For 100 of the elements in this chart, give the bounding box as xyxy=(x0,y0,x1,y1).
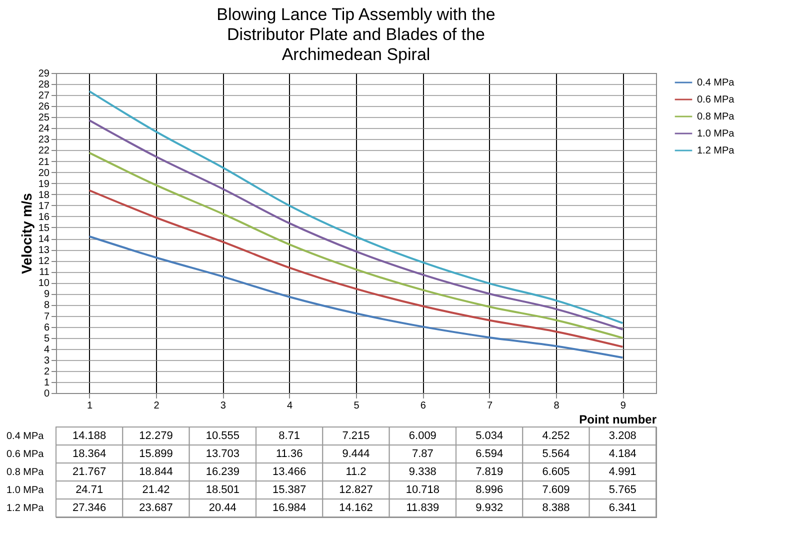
data-label: 6.594 xyxy=(476,448,504,460)
y-tick-label: 10 xyxy=(38,278,50,290)
x-tick-label: 4 xyxy=(287,400,294,412)
y-tick-label: 18 xyxy=(38,190,50,201)
y-tick-label: 0 xyxy=(44,388,50,400)
data-label: 11.839 xyxy=(406,502,440,514)
y-tick-label: 20 xyxy=(38,168,50,179)
text: 1.2 MPa xyxy=(6,503,44,514)
y-tick-label: 26 xyxy=(38,102,50,113)
y-tick-label: 24 xyxy=(38,124,50,135)
data-label: 5.564 xyxy=(542,448,570,460)
data-label: 4.991 xyxy=(608,466,636,478)
y-tick-label: 14 xyxy=(38,234,50,246)
y-tick-label: 6 xyxy=(44,322,50,334)
data-label: 4.184 xyxy=(608,448,636,460)
y-tick-label: 27 xyxy=(38,90,50,102)
data-label: 21.42 xyxy=(142,484,170,496)
y-tick-label: 3 xyxy=(44,355,50,366)
data-label: 3.208 xyxy=(608,430,636,442)
text: 0.4 MPa xyxy=(6,431,44,442)
x-tick-label: 1 xyxy=(87,400,94,412)
data-label: 16.239 xyxy=(206,466,240,478)
data-label: 12.827 xyxy=(339,484,373,496)
data-label: 18.501 xyxy=(206,484,240,496)
text: 0.8 MPa xyxy=(6,467,44,478)
legend-label: 1.2 MPa xyxy=(697,146,735,156)
data-label: 21.767 xyxy=(72,466,106,478)
legend-label: 0.4 MPa xyxy=(697,78,735,88)
legend-label: 0.6 MPa xyxy=(697,94,735,106)
y-tick-label: 16 xyxy=(38,212,50,223)
legend-label: 0.8 MPa xyxy=(697,112,735,122)
y-tick-label: 23 xyxy=(38,134,50,146)
data-label: 11.2 xyxy=(346,466,366,478)
x-tick-label: 8 xyxy=(554,400,560,412)
y-tick-label: 25 xyxy=(38,112,50,124)
text: 1.0 MPa xyxy=(6,485,44,496)
x-tick-label: 5 xyxy=(354,400,360,412)
data-label: 6.341 xyxy=(608,502,636,514)
data-label: 9.932 xyxy=(476,502,504,514)
y-tick-label: 7 xyxy=(44,311,50,322)
y-tick-label: 17 xyxy=(38,200,50,212)
x-axis-title: Point number xyxy=(579,412,657,426)
data-label: 18.844 xyxy=(139,466,173,478)
x-tick-label: 3 xyxy=(220,400,226,412)
data-label: 8.996 xyxy=(476,484,504,496)
y-tick-label: 9 xyxy=(44,289,50,300)
data-label: 7.609 xyxy=(542,484,570,496)
data-label: 7.87 xyxy=(412,448,434,460)
legend-label: 1.0 MPa xyxy=(697,128,735,140)
data-label: 7.215 xyxy=(342,430,370,442)
data-label: 8.71 xyxy=(278,430,300,442)
data-label: 13.466 xyxy=(272,466,306,478)
y-tick-label: 13 xyxy=(38,245,50,256)
x-tick-label: 6 xyxy=(420,400,426,412)
data-label: 16.984 xyxy=(272,502,306,514)
data-label: 14.188 xyxy=(72,430,106,442)
x-tick-label: 9 xyxy=(620,400,626,412)
line-series xyxy=(88,235,624,359)
data-label: 10.555 xyxy=(206,430,240,442)
data-label: 20.44 xyxy=(208,502,236,514)
y-tick-label: 11 xyxy=(39,267,50,278)
data-label: 8.388 xyxy=(542,502,570,514)
data-label: 9.338 xyxy=(408,466,436,478)
chart-title: Blowing Lance Tip Assembly with the Distributor Plate and Blades of the Archimedean Spiral xyxy=(216,5,496,64)
data-label: 18.364 xyxy=(72,448,106,460)
line-series xyxy=(88,189,624,348)
data-label: 24.71 xyxy=(76,484,104,496)
y-tick-label: 8 xyxy=(44,300,50,312)
data-label: 5.034 xyxy=(476,430,504,442)
y-tick-label: 19 xyxy=(38,178,50,190)
y-tick-label: 22 xyxy=(38,146,50,157)
x-tick-label: 7 xyxy=(487,400,494,412)
y-tick-label: 21 xyxy=(38,156,50,168)
y-axis-title: Velocity m/s xyxy=(18,192,34,274)
data-label: 5.765 xyxy=(608,484,636,496)
data-label: 6.605 xyxy=(542,466,570,478)
data-label: 9.444 xyxy=(342,448,370,460)
data-label: 13.703 xyxy=(206,448,240,460)
data-label: 12.279 xyxy=(139,430,173,442)
data-label: 15.387 xyxy=(272,484,306,496)
x-tick-label: 2 xyxy=(154,400,160,412)
y-tick-label: 29 xyxy=(38,68,50,80)
y-tick-label: 4 xyxy=(44,344,50,356)
text: 0.6 MPa xyxy=(6,449,44,460)
data-label: 23.687 xyxy=(139,502,173,514)
y-tick-label: 12 xyxy=(38,256,50,268)
line-series xyxy=(88,152,624,339)
y-tick-label: 28 xyxy=(38,80,50,91)
data-label: 27.346 xyxy=(72,502,106,514)
data-label: 15.899 xyxy=(139,448,173,460)
data-label: 10.718 xyxy=(406,484,440,496)
data-label: 4.252 xyxy=(542,430,570,442)
data-label: 7.819 xyxy=(476,466,504,478)
y-tick-label: 5 xyxy=(44,333,50,344)
y-tick-label: 15 xyxy=(38,222,50,234)
y-tick-label: 1 xyxy=(44,377,50,388)
data-label: 14.162 xyxy=(339,502,373,514)
y-tick-label: 2 xyxy=(44,366,50,378)
data-label: 6.009 xyxy=(408,430,436,442)
data-label: 11.36 xyxy=(276,448,303,460)
